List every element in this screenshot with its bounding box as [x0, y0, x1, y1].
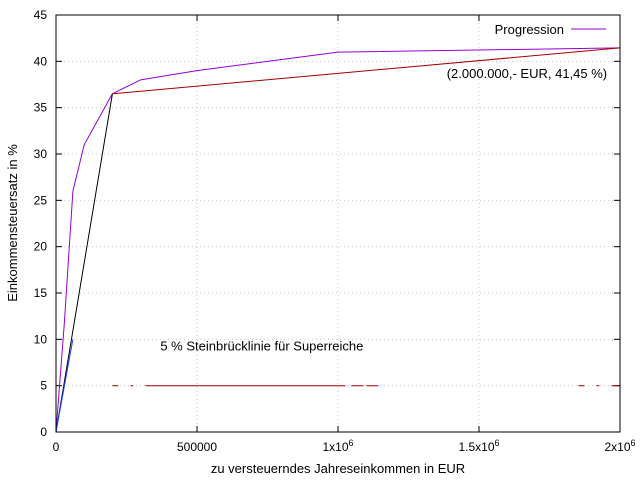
- x-tick-label: 2x106: [604, 438, 635, 454]
- x-tick-label: 1.5x106: [458, 438, 499, 454]
- series-line-3: [55, 339, 74, 433]
- y-tick-label: 45: [34, 8, 48, 22]
- x-tick-exponent: 6: [495, 438, 500, 448]
- x-tick-exponent: 6: [631, 438, 636, 448]
- plot-frame: [55, 14, 621, 433]
- x-tick-label: 0: [53, 440, 60, 454]
- y-tick-label: 15: [34, 286, 48, 300]
- x-tick-exponent: 6: [349, 438, 354, 448]
- y-tick-label: 0: [40, 425, 47, 439]
- x-tick-label: 1x106: [322, 438, 353, 454]
- y-tick-label: 10: [34, 332, 48, 346]
- grid: [56, 15, 620, 432]
- x-tick-label: 500000: [177, 440, 217, 454]
- y-tick-label: 30: [34, 147, 48, 161]
- annotations: (2.000.000,- EUR, 41,45 %) 5 % Steinbrück…: [160, 66, 607, 353]
- y-tick-label: 20: [34, 240, 48, 254]
- y-tick-label: 25: [34, 193, 48, 207]
- y-tick-label: 40: [34, 54, 48, 68]
- series-line-1: [55, 93, 113, 433]
- annotation-text: 5 % Steinbrücklinie für Superreiche: [160, 338, 363, 353]
- legend: Progression: [495, 22, 606, 37]
- series-group: [55, 47, 621, 433]
- annotation-text: (2.000.000,- EUR, 41,45 %): [447, 66, 607, 81]
- y-axis-label: Einkommensteuersatz in %: [5, 144, 20, 302]
- tick-labels: 0 500000 1x106 1.5x106 2x106 0 5 10 15 20 25 30 35 40…: [34, 8, 636, 454]
- x-axis-label: zu versteuerndes Jahreseinkommen in EUR: [211, 461, 465, 476]
- legend-label: Progression: [495, 22, 564, 37]
- y-tick-label: 35: [34, 101, 48, 115]
- y-tick-label: 5: [40, 379, 47, 393]
- series-line-2: [112, 47, 621, 95]
